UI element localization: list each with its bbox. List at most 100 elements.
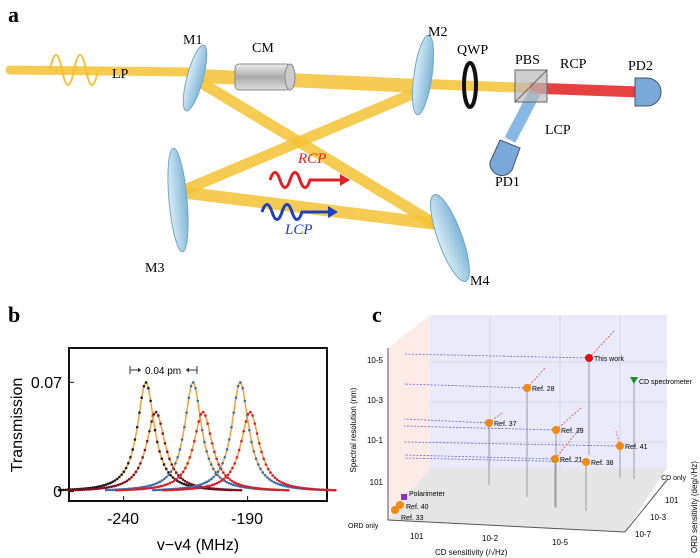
- point-label: CD spectrometer: [639, 379, 693, 386]
- xtick-label: -190: [231, 511, 263, 528]
- data-point: [107, 488, 110, 492]
- data-point: [154, 488, 157, 492]
- data-point: [101, 486, 104, 490]
- data-point: [293, 485, 297, 489]
- data-point: [118, 475, 121, 479]
- data-point: [268, 478, 271, 481]
- data-point: [90, 487, 93, 491]
- pd2-detector: [634, 77, 662, 107]
- data-point: [110, 485, 113, 489]
- data-point: [236, 384, 240, 388]
- data-point: [167, 473, 171, 476]
- data-point: [219, 487, 223, 491]
- data-point: [144, 381, 148, 384]
- data-point: [126, 462, 130, 465]
- data-point: [69, 488, 73, 492]
- data-point: [214, 473, 218, 476]
- projection-line: [403, 383, 528, 389]
- data-point: [160, 457, 164, 461]
- data-point: [224, 475, 228, 479]
- data-point: [230, 488, 234, 492]
- data-point: [248, 485, 252, 489]
- data-point: [186, 481, 189, 484]
- data-point: [169, 473, 173, 477]
- data-point: [266, 487, 270, 491]
- data-point: [111, 488, 115, 492]
- data-point: [231, 466, 234, 470]
- data-point: [239, 488, 243, 492]
- data-point: [158, 450, 161, 453]
- data-point: [242, 484, 245, 488]
- data-point: [62, 488, 65, 492]
- point-label: Ref. 28: [532, 386, 555, 393]
- data-point: [274, 481, 278, 485]
- data-point: [255, 432, 259, 435]
- data-point: [241, 386, 244, 390]
- data-point: [115, 477, 119, 481]
- data-point: [255, 486, 259, 490]
- beam-m3-m2: [174, 89, 416, 198]
- data-point: [192, 485, 195, 488]
- data-point: [166, 482, 169, 486]
- data-point: [119, 482, 122, 486]
- data-point: [217, 463, 221, 466]
- data-point: [162, 463, 166, 466]
- data-point: [116, 483, 120, 487]
- data-point: [226, 488, 229, 491]
- data-point: [157, 485, 160, 489]
- data-point: [159, 484, 163, 488]
- data-point: [233, 481, 236, 484]
- data-point: [145, 439, 149, 443]
- qwp-component: [462, 61, 478, 109]
- data-point: [171, 476, 175, 479]
- ztick-label: 10-3: [650, 513, 667, 522]
- data-point: [175, 488, 178, 492]
- data-point: [206, 484, 210, 488]
- cm-component: [234, 63, 291, 91]
- data-point: [210, 487, 214, 490]
- data-point: [205, 480, 209, 484]
- data-point: [196, 399, 200, 403]
- label-cm: CM: [252, 41, 274, 56]
- x-axis: [387, 519, 626, 533]
- data-point: [172, 479, 176, 483]
- beam-m3-m4: [174, 186, 451, 231]
- data-point: [186, 462, 189, 465]
- data-point: [127, 477, 131, 481]
- data-point: [105, 486, 109, 489]
- data-point: [199, 486, 203, 489]
- data-point: [103, 486, 107, 490]
- annotation-arrow-left-head: [138, 367, 141, 373]
- data-point: [244, 485, 247, 488]
- point-label: Ref. 37: [494, 421, 517, 428]
- data-point: [259, 487, 263, 490]
- data-point: [228, 488, 232, 492]
- xtick-label: 101: [410, 532, 424, 541]
- data-point: [163, 483, 167, 487]
- data-point: [140, 396, 143, 400]
- data-point: [227, 438, 231, 441]
- projection-line: [615, 430, 621, 447]
- ytick-label: 10-1: [367, 436, 384, 445]
- data-point: [182, 482, 186, 486]
- fit-curve-5: [163, 411, 337, 492]
- data-point: [233, 462, 237, 465]
- data-point: [193, 487, 196, 490]
- data-point: [114, 488, 118, 492]
- data-point: [203, 481, 206, 485]
- data-point: [135, 425, 139, 429]
- projection-line: [403, 425, 557, 431]
- data-point: [197, 486, 201, 490]
- data-point: [189, 384, 193, 388]
- data-point: [133, 438, 137, 441]
- data-point: [173, 488, 176, 492]
- data-point: [134, 488, 138, 491]
- ztick-label: 101: [665, 496, 679, 505]
- data-point: [176, 455, 179, 459]
- data-point: [164, 467, 168, 471]
- data-point: [322, 488, 326, 492]
- data-point: [242, 429, 245, 433]
- data-point: [143, 487, 147, 490]
- data-point: [76, 488, 80, 492]
